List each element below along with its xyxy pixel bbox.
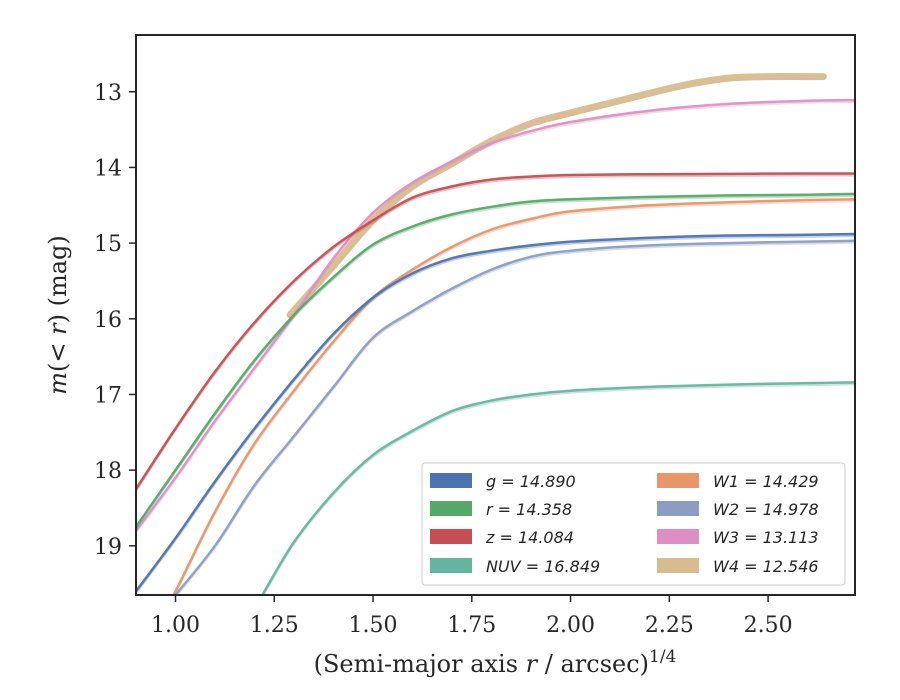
legend-swatch-W1 [657,473,699,488]
series-W2-line [174,239,855,595]
x-tick-label: 1.50 [349,613,398,638]
legend-frame [421,462,846,586]
series-W3-line [136,98,855,532]
y-tick-label: 15 [94,232,122,257]
y-tick-label: 16 [94,308,122,333]
x-tick-label: 1.25 [250,613,299,638]
legend-swatch-W4 [657,558,699,573]
series-W1-line [172,197,855,595]
x-axis-label: (Semi-major axis r / arcsec)1/4 [314,647,677,678]
series-r-line [136,192,855,529]
legend-swatch-W3 [657,529,699,544]
legend-label-W3: W3 = 13.113 [713,528,819,547]
x-tick-label: 2.25 [645,613,694,638]
legend-label-g: g = 14.890 [486,472,576,491]
x-tick-label: 1.00 [151,613,200,638]
legend-swatch-z [430,529,472,544]
y-axis-label: m(< r) (mag) [44,235,72,395]
y-tick-label: 14 [94,156,122,181]
legend: g = 14.890 r = 14.358 z = 14.084 NUV = 16.8… [421,462,846,586]
x-tick-label: 1.75 [447,613,496,638]
y-tick-label: 18 [94,459,122,484]
series-z-line [136,172,855,491]
y-tick-label: 17 [94,383,122,408]
legend-label-z: z = 14.084 [485,528,574,547]
plot-frame [135,34,856,596]
legend-swatch-g [430,473,472,488]
series-NUV-line [261,381,855,595]
legend-label-W1: W1 = 14.429 [713,472,819,491]
legend-swatch-W2 [657,501,699,516]
y-axis-ticks: 13 14 15 16 17 18 19 [94,81,136,560]
y-tick-label: 19 [94,535,122,560]
legend-label-r: r = 14.358 [486,500,572,519]
legend-label-NUV: NUV = 16.849 [486,557,600,576]
series-NUV-model-line [262,383,855,595]
series-layer [136,73,855,595]
legend-label-W2: W2 = 14.978 [713,500,819,519]
legend-swatch-NUV [430,558,472,573]
x-tick-label: 2.50 [744,613,793,638]
x-tick-label: 2.00 [546,613,595,638]
legend-swatch-r [430,501,472,516]
legend-label-W4: W4 = 12.546 [713,557,819,576]
y-tick-label: 13 [94,81,122,106]
x-axis-ticks: 1.00 1.25 1.50 1.75 2.00 2.25 2.50 [151,595,793,638]
series-g-line [136,232,855,593]
